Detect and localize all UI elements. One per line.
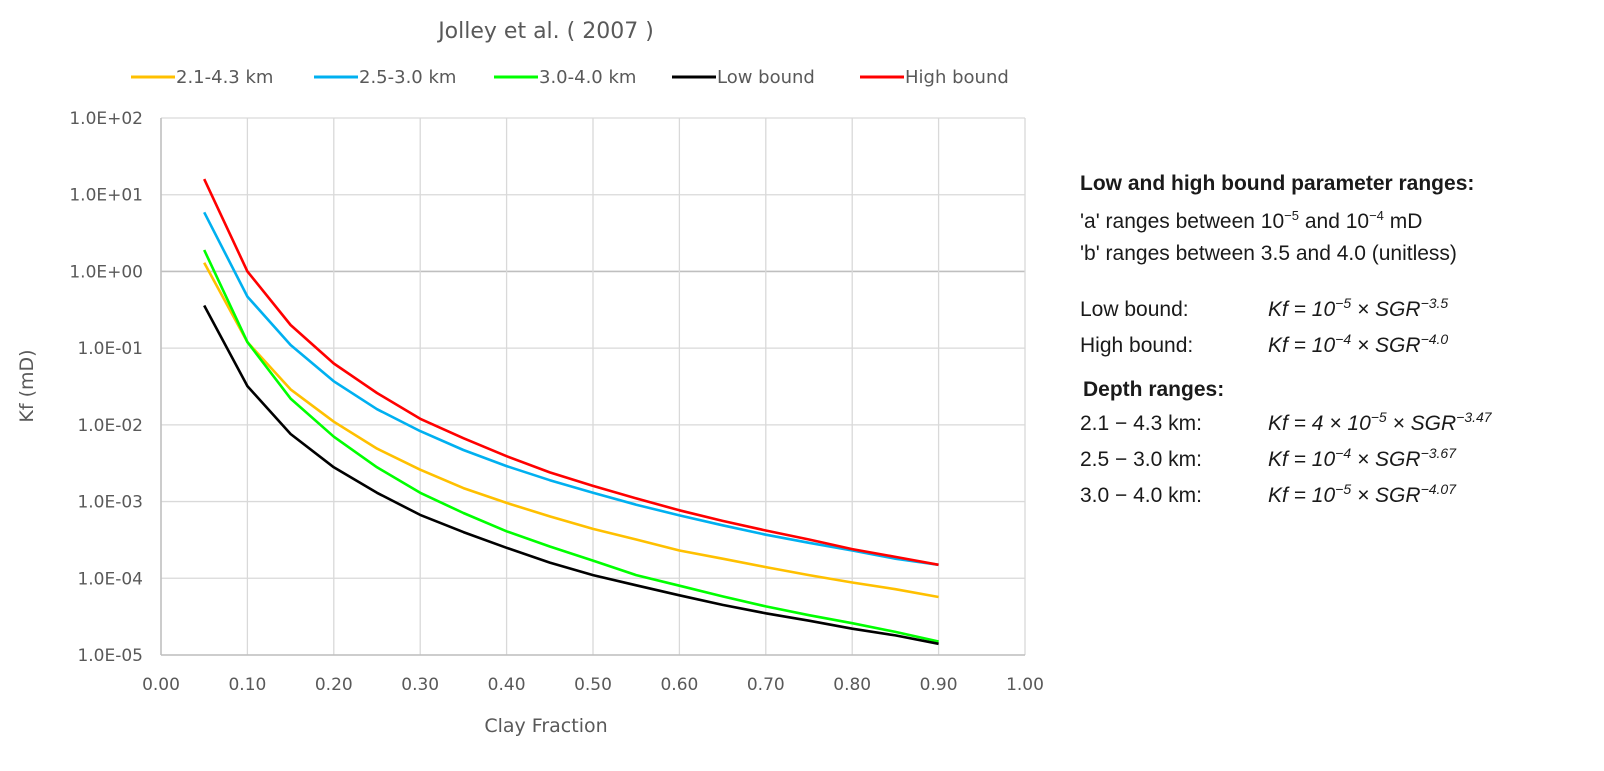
x-tick-label: 0.50 (574, 675, 612, 695)
chart-legend: 2.1-4.3 km 2.5-3.0 km 3.0-4.0 km Low bound H… (131, 67, 1009, 88)
x-tick-label: 0.90 (920, 675, 958, 695)
x-tick-label: 0.30 (401, 675, 439, 695)
y-tick-label: 1.0E-03 (77, 493, 143, 513)
axes (160, 118, 1025, 656)
depth-formula: Kf = 10−4 × SGR−3.67 (1268, 442, 1456, 478)
y-tick-label: 1.0E-04 (77, 569, 143, 589)
formula-sgr-exponent: −4.07 (1420, 481, 1456, 497)
depth-label: 2.1 − 4.3 km: (1080, 412, 1202, 435)
depth-row: 2.1 − 4.3 km: Kf = 4 × 10−5 × SGR−3.47 (1080, 406, 1600, 442)
legend-label: 3.0-4.0 km (539, 67, 636, 88)
formula-sgr: × SGR (1386, 412, 1457, 435)
formula-coefficient: Kf = 10 (1268, 484, 1336, 507)
a-range-exp1: −5 (1284, 208, 1299, 223)
x-tick-label: 1.00 (1006, 675, 1044, 695)
y-tick-label: 1.0E-01 (77, 339, 143, 359)
depth-row: 2.5 − 3.0 km: Kf = 10−4 × SGR−3.67 (1080, 442, 1600, 478)
bound-formula: Kf = 10−4 × SGR−4.0 (1268, 328, 1448, 364)
x-tick-label: 0.60 (660, 675, 698, 695)
x-tick-label: 0.20 (315, 675, 353, 695)
formula-sgr: × SGR (1351, 298, 1421, 321)
legend-label: Low bound (717, 67, 815, 88)
bound-row: Low bound: Kf = 10−5 × SGR−3.5 (1080, 292, 1600, 328)
formula-sgr-exponent: −3.47 (1456, 409, 1492, 425)
x-axis-ticks: 0.00 0.10 0.20 0.30 0.40 0.50 0.60 0.70 0.80 0.90… (142, 675, 1044, 695)
formula-sgr-exponent: −3.5 (1420, 295, 1449, 311)
bound-row: High bound: Kf = 10−4 × SGR−4.0 (1080, 328, 1600, 364)
depth-formulas: 2.1 − 4.3 km: Kf = 4 × 10−5 × SGR−3.47 2.5… (1080, 406, 1600, 514)
y-tick-label: 1.0E-02 (77, 416, 143, 436)
depth-label: 2.5 − 3.0 km: (1080, 448, 1202, 471)
depth-formula: Kf = 4 × 10−5 × SGR−3.47 (1268, 406, 1492, 442)
formula-coefficient: Kf = 10 (1268, 448, 1336, 471)
y-axis-ticks: 1.0E+02 1.0E+01 1.0E+00 1.0E-01 1.0E-02 1.0E-… (69, 109, 143, 666)
legend-item: 3.0-4.0 km (494, 67, 636, 88)
y-axis-label: Kf (mD) (16, 349, 38, 422)
formula-coefficient: Kf = 10 (1268, 298, 1336, 321)
kf-vs-clay-fraction-chart: Jolley et al. ( 2007 ) 2.1-4.3 km 2.5-3.0… (16, 19, 1044, 737)
chart-title: Jolley et al. ( 2007 ) (436, 19, 654, 44)
depth-label: 3.0 − 4.0 km: (1080, 484, 1202, 507)
y-tick-label: 1.0E+01 (69, 186, 143, 206)
a-range-mid: and 10 (1299, 210, 1370, 233)
depth-row: 3.0 − 4.0 km: Kf = 10−5 × SGR−4.07 (1080, 478, 1600, 514)
series-line-3-0-4-0-km (203, 249, 939, 643)
bound-formula: Kf = 10−5 × SGR−3.5 (1268, 292, 1448, 328)
formula-coefficient: Kf = 4 × 10 (1268, 412, 1371, 435)
legend-label: 2.5-3.0 km (359, 67, 456, 88)
depth-ranges-heading: Depth ranges: (1083, 378, 1225, 401)
x-tick-label: 0.00 (142, 675, 180, 695)
series-line-high-bound (203, 178, 939, 567)
bound-formulas: Low bound: Kf = 10−5 × SGR−3.5 High bound:… (1080, 292, 1600, 364)
formula-coefficient-exponent: −4 (1335, 445, 1352, 461)
a-range-exp2: −4 (1369, 208, 1384, 223)
legend-item: Low bound (672, 67, 815, 88)
x-axis-label: Clay Fraction (484, 715, 607, 737)
x-tick-label: 0.70 (747, 675, 785, 695)
a-range-unit: mD (1383, 210, 1423, 233)
formula-sgr: × SGR (1351, 334, 1421, 357)
x-tick-label: 0.80 (833, 675, 871, 695)
bound-label: High bound: (1080, 334, 1194, 357)
b-range-text: 'b' ranges between 3.5 and 4.0 (unitless… (1080, 242, 1457, 265)
legend-item: High bound (860, 67, 1009, 88)
y-tick-label: 1.0E+02 (69, 109, 143, 129)
a-range-prefix: 'a' ranges between 10 (1080, 210, 1285, 233)
bound-label: Low bound: (1080, 298, 1189, 321)
y-tick-label: 1.0E-05 (77, 646, 143, 666)
series-line-low-bound (203, 304, 939, 646)
formula-sgr: × SGR (1351, 448, 1421, 471)
formula-coefficient-exponent: −5 (1335, 295, 1352, 311)
x-tick-label: 0.10 (228, 675, 266, 695)
legend-label: 2.1-4.3 km (176, 67, 273, 88)
formula-coefficient-exponent: −5 (1335, 481, 1352, 497)
legend-item: 2.5-3.0 km (314, 67, 456, 88)
formula-sgr-exponent: −4.0 (1420, 331, 1449, 347)
parameter-ranges-heading: Low and high bound parameter ranges: (1080, 172, 1475, 195)
series-line-2-1-4-3-km (203, 262, 939, 599)
series-lines (203, 178, 939, 646)
legend-label: High bound (905, 67, 1009, 88)
formula-coefficient-exponent: −4 (1335, 331, 1352, 347)
series-line-2-5-3-0-km (203, 211, 939, 567)
formula-coefficient: Kf = 10 (1268, 334, 1336, 357)
depth-formula: Kf = 10−5 × SGR−4.07 (1268, 478, 1456, 514)
formula-sgr-exponent: −3.67 (1420, 445, 1456, 461)
legend-item: 2.1-4.3 km (131, 67, 273, 88)
formula-panel: Low and high bound parameter ranges: 'a'… (1080, 172, 1600, 514)
x-tick-label: 0.40 (488, 675, 526, 695)
formula-coefficient-exponent: −5 (1370, 409, 1387, 425)
y-tick-label: 1.0E+00 (69, 262, 143, 282)
formula-sgr: × SGR (1351, 484, 1421, 507)
a-range-text: 'a' ranges between 10−5 and 10−4 mD (1080, 206, 1600, 238)
